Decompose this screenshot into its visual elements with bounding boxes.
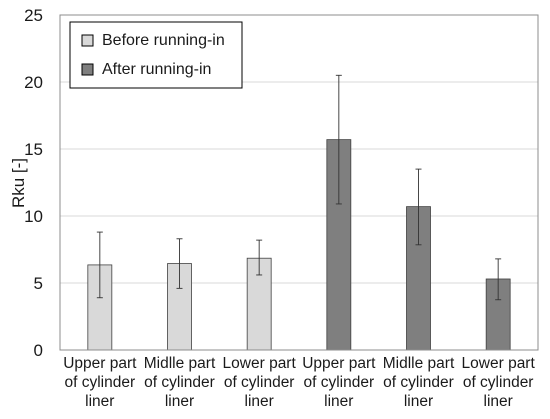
x-category-line: liner [324, 393, 353, 410]
error-bar [176, 238, 183, 289]
error-bar [256, 239, 263, 276]
x-category-line: Midlle part [383, 355, 455, 372]
x-category-line: liner [85, 393, 114, 410]
x-category-label: Midlle part of cylinder liner [144, 355, 216, 410]
x-category-line: of cylinder [304, 374, 375, 391]
y-axis-title: Rku [-] [9, 158, 28, 208]
bars [87, 139, 511, 351]
x-axis-labels: Upper part of cylinder liner Midlle part of … [63, 355, 535, 410]
x-category-line: Upper part [63, 355, 137, 372]
error-bar [415, 168, 422, 246]
y-axis-ticks: 0 5 10 15 20 25 [24, 6, 43, 360]
legend-box [69, 21, 243, 89]
plot-frame [59, 14, 539, 351]
x-category-label: Lower part of cylinder liner [462, 355, 536, 410]
y-tick-label: 20 [24, 73, 43, 92]
x-category-line: of cylinder [463, 374, 534, 391]
legend-label-before: Before running-in [102, 32, 225, 49]
legend: Before running-in After running-in [69, 21, 243, 89]
x-category-line: of cylinder [224, 374, 295, 391]
x-category-line: of cylinder [144, 374, 215, 391]
x-category-label: Midlle part of cylinder liner [383, 355, 455, 410]
error-bars [96, 74, 502, 301]
x-category-line: Lower part [462, 355, 536, 372]
legend-swatch-after [81, 63, 94, 76]
y-tick-label: 15 [24, 140, 43, 159]
x-category-line: of cylinder [65, 374, 136, 391]
x-category-line: liner [165, 393, 194, 410]
y-tick-label: 10 [24, 207, 43, 226]
gridlines [60, 81, 538, 284]
y-tick-label: 0 [34, 341, 43, 360]
x-category-label: Upper part of cylinder liner [63, 355, 137, 410]
x-category-line: Lower part [223, 355, 297, 372]
x-category-label: Lower part of cylinder liner [223, 355, 297, 410]
x-category-line: Midlle part [144, 355, 216, 372]
x-category-label: Upper part of cylinder liner [302, 355, 376, 410]
error-bar [96, 231, 103, 299]
legend-label-after: After running-in [102, 61, 211, 78]
error-bar [335, 74, 342, 205]
x-category-line: liner [404, 393, 433, 410]
x-category-line: liner [245, 393, 274, 410]
x-category-line: Upper part [302, 355, 376, 372]
x-category-line: liner [484, 393, 513, 410]
y-tick-label: 25 [24, 6, 43, 25]
legend-swatch-before [81, 34, 94, 47]
error-bar [495, 258, 502, 301]
x-category-line: of cylinder [383, 374, 454, 391]
y-tick-label: 5 [34, 274, 43, 293]
